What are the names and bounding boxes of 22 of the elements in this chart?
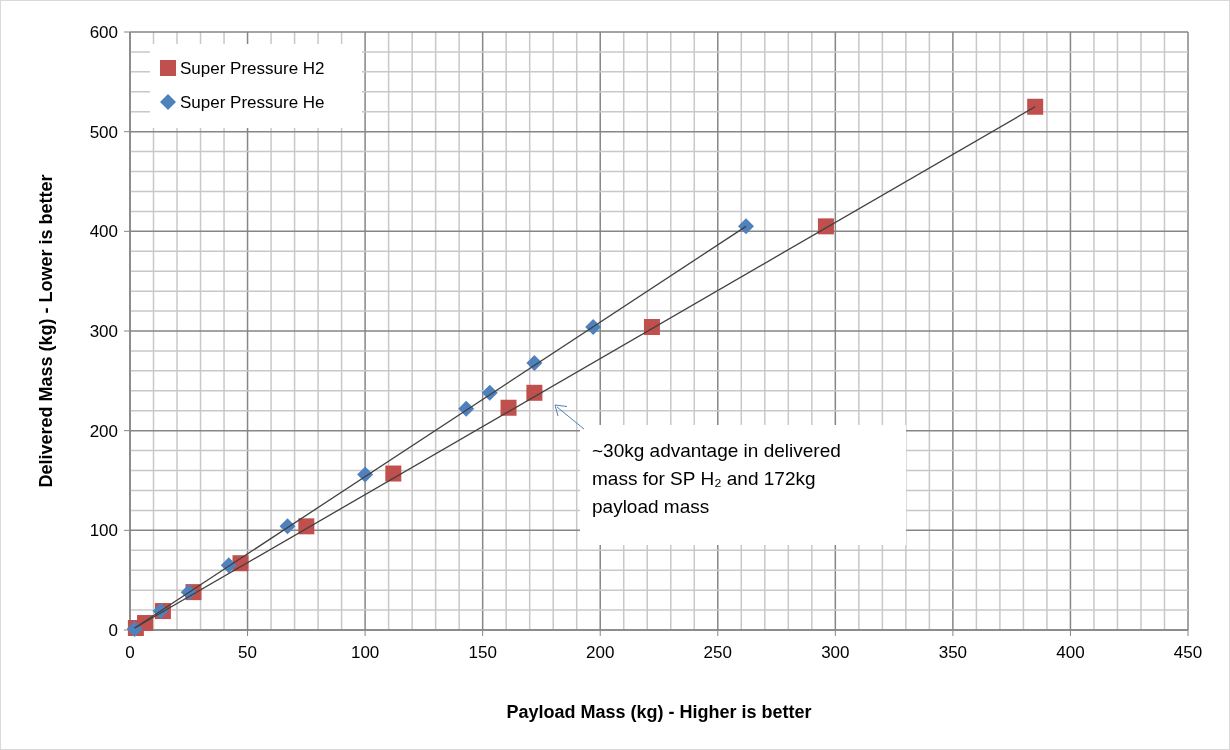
y-tick-label: 600: [89, 22, 118, 42]
y-tick-label: 100: [89, 521, 118, 541]
x-tick-label: 250: [703, 643, 732, 662]
x-axis-title: Payload Mass (kg) - Higher is better: [506, 702, 812, 722]
y-tick-label: 0: [108, 620, 118, 640]
x-tick-label: 200: [586, 643, 615, 662]
x-tick-label: 300: [821, 643, 850, 662]
x-tick-label: 350: [938, 643, 968, 662]
y-axis-title: Delivered Mass (kg) - Lower is better: [36, 174, 56, 488]
x-tick-label: 450: [1173, 643, 1203, 662]
annotation: ~30kg advantage in delivered mass for SP H₂ and 172kg payload mass: [592, 440, 841, 517]
y-tick-label: 500: [89, 122, 118, 142]
x-tick-label: 50: [238, 643, 258, 662]
legend-label: Super Pressure He: [180, 92, 325, 112]
x-tick-label: 100: [350, 643, 380, 662]
y-tick-label: 400: [89, 222, 118, 242]
y-tick-label: 300: [89, 321, 118, 341]
y-tick-label: 200: [89, 421, 118, 441]
x-tick-label: 400: [1056, 643, 1085, 662]
x-tick-label: 150: [468, 643, 497, 662]
x-tick-label: 0: [125, 643, 135, 662]
legend-label: Super Pressure H2: [180, 58, 325, 78]
